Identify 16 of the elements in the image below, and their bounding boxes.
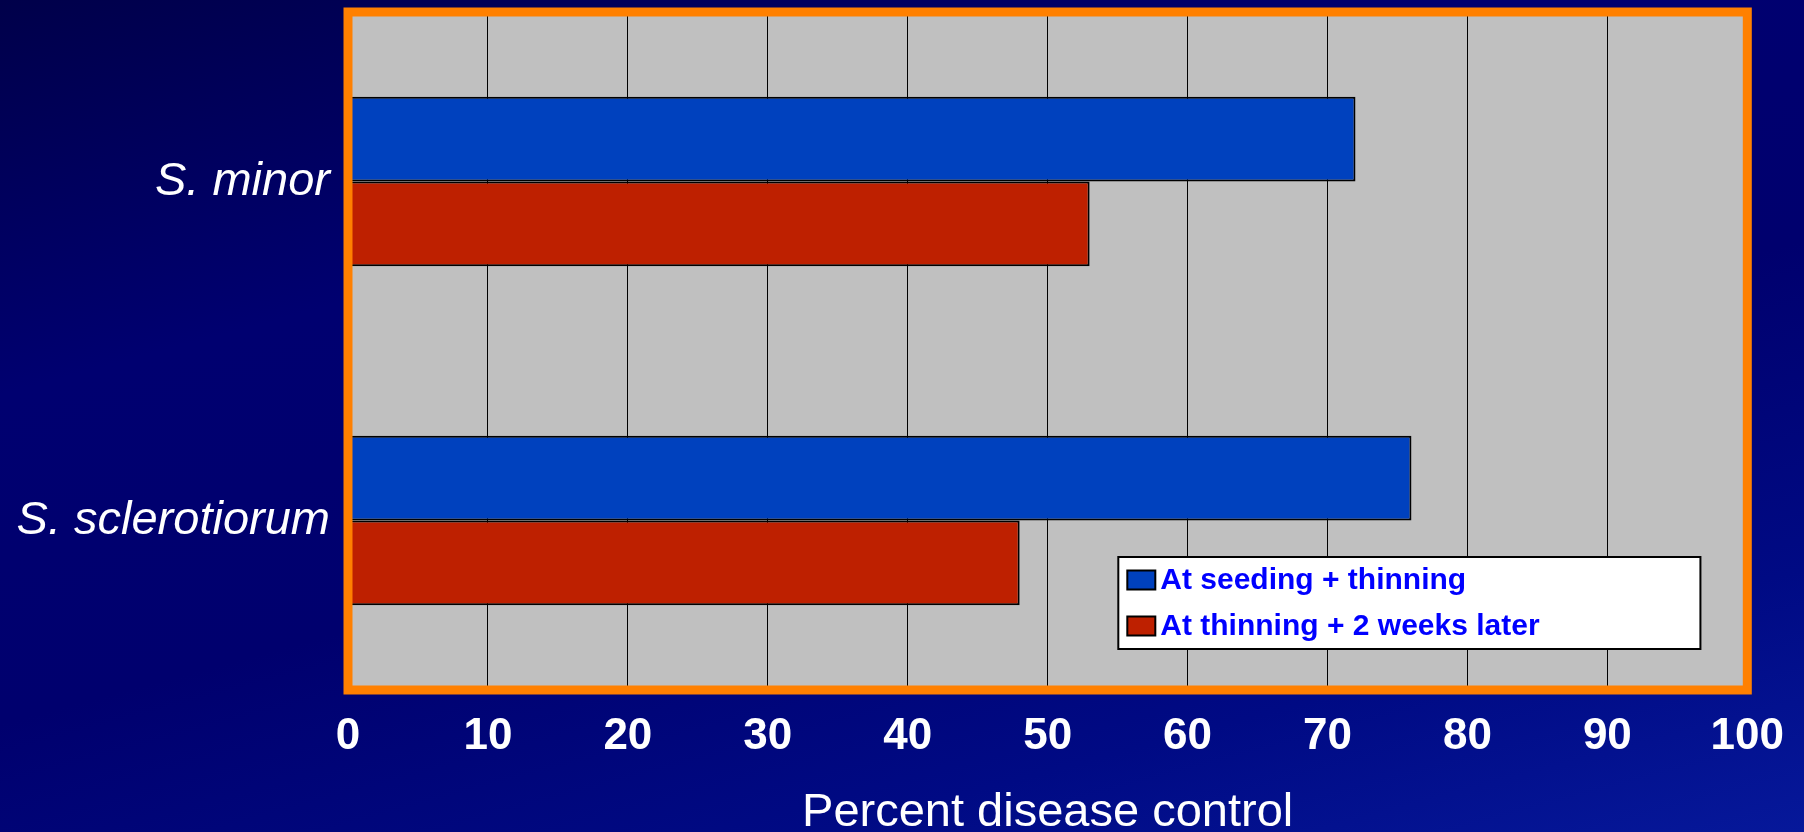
x-tick-label: 80	[1442, 708, 1492, 758]
x-tick-label: 90	[1582, 708, 1632, 758]
x-tick-label: 10	[463, 708, 513, 758]
x-tick-label: 50	[1023, 708, 1073, 758]
legend-label: At seeding + thinning	[1160, 562, 1467, 596]
x-tick-label: 100	[1710, 708, 1784, 758]
x-axis-title: Percent disease control	[802, 783, 1294, 832]
x-tick-label: 20	[603, 708, 653, 758]
x-tick-label: 70	[1303, 708, 1352, 758]
y-tick-label: S. sclerotiorum	[16, 490, 330, 544]
legend-label: At thinning + 2 weeks later	[1160, 608, 1540, 642]
x-tick-label: 40	[883, 708, 933, 758]
x-tick-label: 60	[1163, 708, 1213, 758]
x-tick-label: 0	[335, 708, 361, 758]
x-tick-label: 30	[743, 708, 793, 758]
y-tick-label: S. minor	[155, 151, 333, 205]
